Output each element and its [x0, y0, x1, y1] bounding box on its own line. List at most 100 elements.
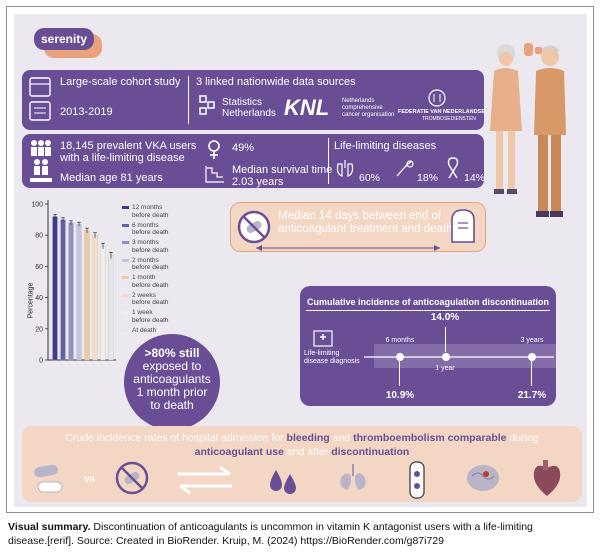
disease-pct-1: 60% — [359, 172, 381, 184]
disease-pct-3: 14% — [464, 172, 486, 184]
disease-pct-2: 18% — [417, 172, 439, 184]
exposed-line5: to death — [150, 398, 194, 412]
legend-swatch — [122, 276, 129, 279]
legend-label-line2: before death — [132, 211, 169, 219]
bar-1 — [52, 216, 58, 361]
serenity-logo: serenity — [34, 28, 102, 58]
incidence-white-strip — [374, 344, 556, 368]
bar-4 — [76, 224, 82, 361]
crude-anticoagulant-use: anticoagulant use — [194, 446, 284, 458]
users-line2: with a life-limiting disease — [60, 152, 185, 164]
no-pill-icon — [237, 210, 271, 244]
bar-2 — [60, 219, 66, 361]
y-tick-label: 60 — [35, 264, 43, 271]
blood-vessel-icon — [409, 461, 425, 499]
timepoint-tick-3-years — [531, 360, 532, 386]
cbs-line1: Statistics — [222, 97, 263, 108]
crude-line2: anticoagulant use and after discontinuat… — [22, 446, 582, 459]
timepoint-value-6-months: 10.9% — [385, 390, 415, 401]
vs-label: vs — [84, 474, 96, 485]
sources-title: 3 linked nationwide data sources — [196, 76, 356, 88]
heart-lungs-icon — [336, 160, 354, 177]
y-tick-label: 40 — [35, 295, 43, 302]
users-line1: 18,145 prevalent VKA users — [60, 140, 197, 152]
cohort-title: Large-scale cohort study — [60, 76, 181, 88]
y-tick-label: 20 — [35, 326, 43, 333]
legend-label: 3 months — [132, 239, 159, 246]
no-pill-icon-bottom — [115, 461, 149, 495]
exposed-line3: anticoagulants — [133, 372, 211, 386]
legend-item: 1 month before death — [122, 274, 212, 291]
timepoint-value-3-years: 21.7% — [517, 390, 547, 401]
incidence-start-line1: Life-limiting — [304, 350, 340, 357]
legend-label: 1 month — [132, 274, 156, 281]
gravestone-icon — [451, 209, 475, 243]
crude-thrombo: thromboembolism comparable — [353, 432, 507, 444]
legend-label-line2: before death — [132, 246, 169, 254]
lungs-icon — [340, 464, 366, 490]
heart-icon — [533, 460, 561, 496]
exposed-line4: 1 month prior — [136, 385, 208, 399]
female-pct: 49% — [232, 142, 255, 154]
cancer-ribbon-icon — [447, 157, 459, 179]
calendar-icon — [29, 77, 51, 121]
timepoint-tick-6-months — [399, 360, 400, 386]
brain-icon — [467, 465, 499, 491]
fnt-logo-icon — [428, 89, 446, 107]
incidence-title-underline — [306, 310, 550, 311]
exposure-bar-chart: 0 20 40 60 80 100 — [31, 200, 116, 365]
legend-label-line2: before death — [132, 316, 169, 324]
timepoint-label-1-year: 1 year — [435, 365, 455, 372]
survival-line2: 2.03 years — [232, 176, 284, 188]
timepoint-tick-1-year — [445, 327, 446, 352]
summary-panel: serenity — [14, 14, 587, 507]
crude-bleeding: bleeding — [286, 432, 330, 444]
y-tick-label: 0 — [39, 358, 43, 365]
y-tick-label: 100 — [31, 202, 43, 209]
days-arrow — [256, 245, 440, 251]
diseases-title: Life-limiting diseases — [334, 140, 437, 152]
cbs-line2: Netherlands — [222, 108, 276, 119]
knl-desc2: comprehensive — [342, 105, 383, 111]
caption-text1: Discontinuation of anticoagulants is unc… — [90, 521, 533, 533]
chart-y-label: Percentage — [27, 282, 35, 319]
median-age: Median age 81 years — [60, 172, 163, 184]
incidence-timeline — [364, 353, 554, 361]
crude-line1-c: and — [329, 432, 354, 444]
legend-label: 12 months — [132, 204, 163, 211]
chart-legend: 12 months before death 6 months before deat… — [122, 204, 212, 344]
legend-label-line2: before death — [132, 281, 169, 289]
figure-caption: Visual summary. Discontinuation of antic… — [8, 520, 594, 548]
survival-curve-icon — [205, 166, 224, 183]
bar-8 — [108, 255, 114, 361]
hospital-icon — [313, 330, 333, 347]
bar-3 — [68, 222, 74, 361]
timepoint-label-6-months: 6 months — [385, 337, 415, 344]
legend-label: 6 months — [132, 221, 159, 229]
legend-item: 12 months before death — [122, 204, 212, 221]
legend-label-line2: before death — [132, 229, 169, 236]
legend-swatch — [122, 328, 129, 332]
bar-7 — [100, 245, 106, 361]
crude-line2-b: and after — [283, 446, 332, 458]
y-tick-label: 80 — [35, 233, 43, 240]
legend-item: 1 week before death — [122, 309, 212, 326]
population-divider — [328, 138, 329, 184]
timepoint-dot-3-years — [528, 353, 536, 361]
legend-label-line2: before death — [132, 264, 169, 271]
legend-item: 3 months before death — [122, 239, 212, 256]
people-group-icon — [30, 140, 52, 182]
timepoint-dot-6-months — [396, 353, 404, 361]
survival-line1: Median survival time — [232, 164, 333, 176]
incidence-title: Cumulative incidence of anticoagulation … — [306, 297, 550, 307]
logo-text: serenity — [34, 28, 94, 50]
crude-line1-a: Crude incidence rates of hospital admiss… — [65, 432, 287, 444]
legend-label: 1 week — [132, 309, 153, 316]
blood-drops-icon — [270, 470, 296, 494]
crude-line1: Crude incidence rates of hospital admiss… — [22, 432, 582, 445]
median-days-box — [230, 202, 486, 252]
lung-copd-icon — [396, 160, 414, 177]
knl-logo: KNL — [284, 95, 330, 120]
legend-item: 2 months before death — [122, 257, 212, 274]
